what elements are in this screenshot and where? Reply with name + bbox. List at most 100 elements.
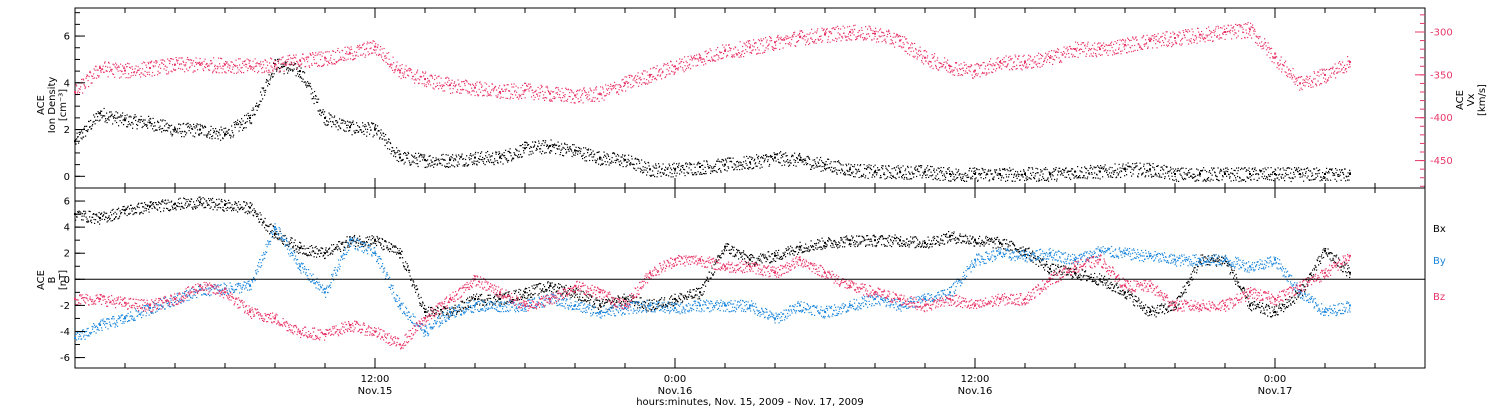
sample-dot [575,94,577,96]
sample-dot [872,30,874,32]
sample-dot [236,123,238,126]
sample-dot [156,129,158,131]
sample-dot [506,159,508,162]
sample-dot [1244,167,1246,169]
sample-dot [839,163,841,165]
sample-dot [539,95,541,97]
sample-dot [1072,54,1074,56]
sample-dot [895,35,897,37]
sample-dot [940,166,942,169]
sample-dot [1099,46,1101,49]
sample-dot [1184,35,1186,37]
sample-dot [682,165,684,167]
sample-dot [529,151,531,153]
sample-dot [817,28,819,30]
sample-dot [385,134,387,136]
sample-dot [470,158,472,160]
sample-dot [706,160,708,162]
sample-dot [662,71,664,73]
sample-dot [1327,172,1329,174]
sample-dot [735,47,737,49]
sample-dot [753,160,755,162]
sample-dot [648,165,650,167]
sample-dot [959,68,961,70]
sample-dot [605,164,607,166]
sample-dot [406,70,408,72]
sample-dot [325,124,327,126]
sample-dot [1291,168,1293,170]
sample-dot [537,145,539,148]
sample-dot [1106,171,1108,174]
sample-dot [112,73,114,75]
sample-dot [124,115,126,117]
sample-dot [290,69,292,71]
sample-dot [941,63,943,65]
sample-dot [294,63,296,66]
data-point [774,156,776,159]
sample-dot [770,37,772,39]
sample-dot [565,87,567,89]
sample-dot [694,172,696,174]
sample-dot [482,160,484,162]
sample-dot [799,155,801,157]
sample-dot [1092,168,1094,170]
sample-dot [1178,180,1180,182]
sample-dot [134,116,136,119]
sample-dot [343,129,345,131]
sample-dot [887,31,889,33]
sample-dot [957,74,959,77]
sample-dot [431,74,433,77]
sample-dot [1111,172,1113,174]
sample-dot [542,97,544,99]
sample-dot [1173,179,1175,182]
sample-dot [1166,44,1168,46]
sample-dot [285,63,287,65]
sample-dot [1040,53,1042,55]
sample-dot [672,176,674,178]
sample-dot [401,64,403,66]
sample-dot [1104,170,1106,172]
sample-dot [552,91,554,93]
sample-dot [917,168,919,170]
sample-dot [951,69,953,71]
sample-dot [880,28,882,30]
sample-dot [201,62,203,64]
sample-dot [900,166,902,169]
sample-dot [827,167,829,169]
sample-dot [1147,171,1149,173]
sample-dot [1129,40,1131,42]
sample-dot [417,69,419,71]
sample-dot [193,70,195,72]
sample-dot [124,72,126,75]
sample-dot [929,61,931,63]
sample-dot [573,144,575,146]
sample-dot [1209,39,1211,41]
sample-dot [1007,63,1009,65]
sample-dot [1051,178,1053,180]
sample-dot [760,164,762,166]
sample-dot [1085,172,1087,174]
sample-dot [598,100,600,102]
sample-dot [1113,171,1115,173]
sample-dot [147,61,149,63]
sample-dot [721,51,723,53]
sample-dot [1220,169,1222,171]
sample-dot [1116,172,1118,174]
sample-dot [787,162,789,164]
sample-dot [691,59,693,61]
sample-dot [475,160,477,162]
sample-dot [1027,59,1029,61]
sample-dot [324,57,326,59]
sample-dot [608,155,610,157]
sample-dot [152,117,154,119]
sample-dot [139,121,141,123]
sample-dot [407,69,409,71]
sample-dot [1225,31,1227,33]
sample-dot [785,43,787,45]
sample-dot [363,130,365,132]
sample-dot [367,128,369,130]
sample-dot [737,165,739,168]
sample-dot [1017,173,1019,175]
sample-dot [212,70,214,72]
sample-dot [316,54,318,56]
